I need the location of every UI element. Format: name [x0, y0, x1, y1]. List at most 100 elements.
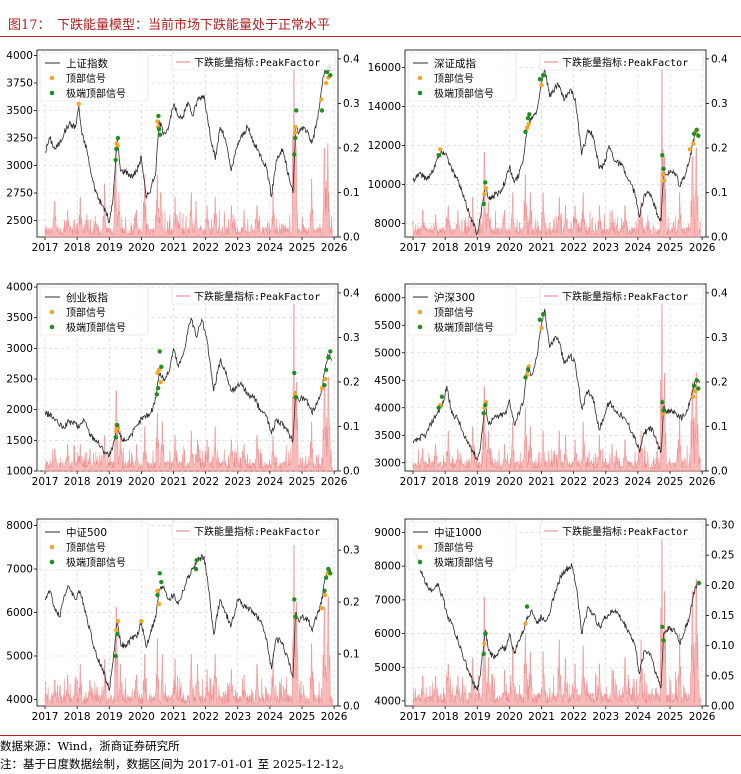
extreme-signal-point: [696, 386, 701, 391]
top-signal-point: [687, 147, 693, 152]
extreme-signal-point: [660, 152, 665, 158]
y2-tick-label: 0.20: [711, 580, 734, 592]
y-tick-label: 2500: [6, 374, 33, 386]
legend-right: [171, 521, 336, 540]
y2-tick-label: 0.3: [711, 98, 728, 110]
top-signal-point: [158, 379, 163, 385]
extreme-signal-point: [436, 405, 441, 410]
extreme-signal-point: [436, 152, 441, 158]
y-tick-label: 9000: [374, 527, 401, 539]
extreme-signal-point: [293, 135, 298, 141]
x-tick-label: 2020: [496, 711, 523, 723]
figure-title: 图17： 下跌能量模型：当前市场下跌能量处于正常水平: [8, 18, 331, 33]
legend-series-name: 沪深300: [434, 291, 475, 304]
x-tick-label: 2023: [592, 242, 619, 254]
y2-tick-label: 0.2: [343, 597, 360, 609]
x-tick-label: 2024: [257, 242, 284, 254]
x-tick-label: 2018: [64, 476, 91, 488]
y-tick-label: 8000: [374, 561, 401, 573]
y-tick-label: 3000: [6, 343, 33, 355]
extreme-signal-point: [696, 133, 701, 138]
top-signal-point: [319, 386, 325, 391]
y2-tick-label: 0.3: [711, 332, 728, 344]
extreme-signal-point: [660, 624, 665, 630]
legend-top-swatch: [49, 75, 55, 81]
y2-tick-label: 0.1: [711, 187, 728, 199]
x-tick-label: 2025: [289, 711, 316, 723]
legend-extreme-label: 极端顶部信号: [66, 321, 126, 334]
top-signal-point: [115, 618, 121, 624]
legend-top-label: 顶部信号: [66, 72, 106, 85]
extreme-signal-point: [661, 166, 666, 172]
extreme-signal-point: [155, 592, 160, 598]
top-signal-point: [692, 389, 698, 394]
y-tick-label: 6000: [6, 607, 33, 619]
figure-header: 图17： 下跌能量模型：当前市场下跌能量处于正常水平: [0, 0, 741, 38]
y-tick-label: 7000: [6, 564, 33, 576]
peakfactor-area: [412, 536, 701, 707]
top-signal-point: [438, 147, 443, 152]
legend-left: [39, 521, 149, 571]
y-tick-label: 10000: [368, 179, 401, 191]
y2-tick-label: 0.0: [711, 466, 728, 478]
extreme-signal-point: [322, 382, 327, 388]
legend-top-label: 顶部信号: [434, 306, 474, 319]
y-tick-label: 3000: [6, 160, 33, 172]
y2-tick-label: 0.00: [711, 701, 734, 713]
extreme-signal-point: [157, 349, 162, 354]
legend-peakfactor-label: 下跌能量指标:PeakFactor: [194, 525, 320, 538]
y-tick-label: 4000: [6, 50, 33, 62]
top-signal-point: [293, 124, 298, 130]
extreme-signal-point: [293, 614, 298, 620]
y2-tick-label: 0.2: [343, 376, 360, 388]
top-signal-point: [155, 119, 160, 124]
data-source: 数据来源：Wind，浙商证券研究所: [0, 739, 180, 753]
y-tick-label: 16000: [368, 62, 401, 74]
y-tick-label: 5000: [374, 347, 401, 359]
extreme-signal-point: [159, 364, 164, 369]
legend-peakfactor-label: 下跌能量指标:PeakFactor: [194, 56, 320, 69]
extreme-signal-point: [523, 129, 528, 135]
top-signal-point: [76, 101, 81, 107]
x-tick-label: 2018: [64, 711, 91, 723]
legend-left: [407, 286, 517, 336]
extreme-signal-point: [323, 367, 329, 373]
top-signal-point: [292, 130, 298, 135]
y-tick-label: 6000: [374, 292, 401, 304]
y2-tick-label: 0.0: [343, 701, 360, 713]
x-tick-label: 2021: [528, 711, 555, 723]
legend-series-name: 中证500: [66, 526, 107, 539]
extreme-signal-point: [660, 400, 665, 405]
y-tick-label: 5000: [374, 662, 401, 674]
y-tick-label: 4000: [374, 402, 401, 414]
y2-tick-label: 0.25: [711, 550, 734, 562]
y2-tick-label: 0.3: [343, 98, 360, 110]
x-tick-label: 2019: [464, 711, 491, 723]
y2-tick-label: 0.3: [343, 545, 360, 557]
extreme-signal-point: [157, 132, 163, 137]
legend-left: [407, 52, 517, 102]
top-signal-point: [690, 394, 696, 399]
x-tick-label: 2022: [192, 711, 219, 723]
legend-left: [39, 52, 149, 102]
top-signal-point: [539, 325, 544, 331]
top-signal-point: [319, 605, 325, 611]
y-tick-label: 5500: [374, 320, 401, 332]
extreme-signal-point: [524, 604, 530, 609]
legend-extreme-label: 极端顶部信号: [434, 321, 494, 334]
x-tick-label: 2020: [128, 242, 155, 254]
y2-tick-label: 0.1: [343, 421, 360, 433]
y2-tick-label: 0.0: [343, 466, 360, 478]
chart-panel-2: 2017 2018 2019 2020 2021 2022 2023 2024 2025 2026…: [368, 49, 728, 254]
top-signal-point: [482, 191, 487, 197]
y-tick-label: 3500: [374, 430, 401, 442]
extreme-signal-point: [157, 571, 162, 576]
top-signal-point: [322, 592, 328, 598]
extreme-signal-point: [292, 370, 297, 376]
x-tick-label: 2025: [289, 242, 316, 254]
y-tick-label: 3000: [374, 457, 401, 469]
y2-tick-label: 0.2: [711, 142, 728, 154]
extreme-signal-point: [481, 411, 486, 416]
x-tick-label: 2026: [321, 711, 348, 723]
